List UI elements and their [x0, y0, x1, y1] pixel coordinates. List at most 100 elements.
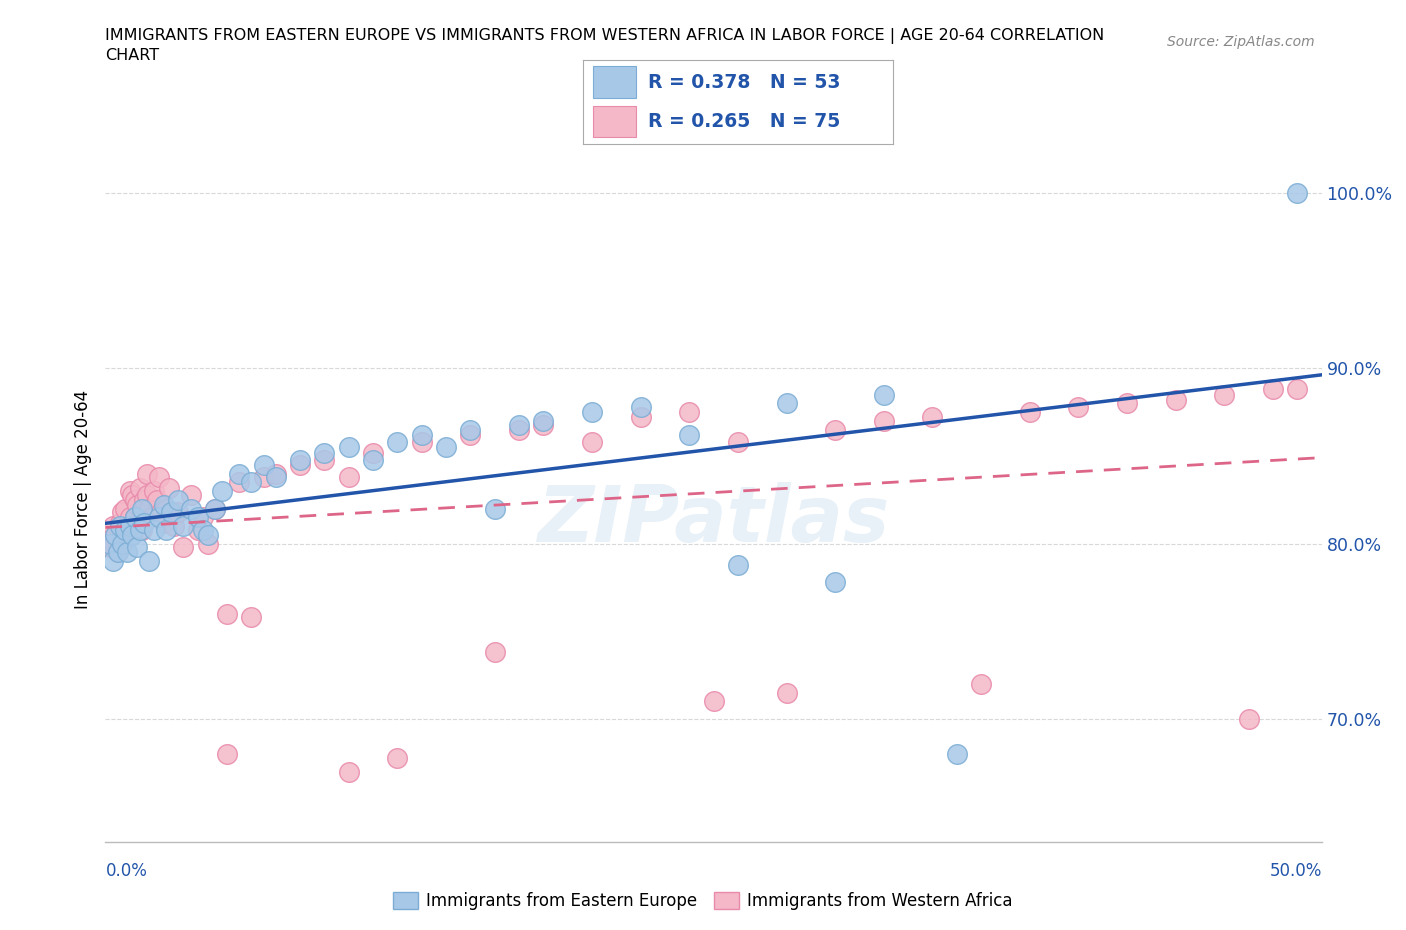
Point [118, 484, 141, 498]
Point [124, 510, 146, 525]
Point [775, 685, 797, 700]
Point [118, 510, 141, 525]
Point [101, 553, 124, 568]
Point [337, 470, 360, 485]
Point [508, 422, 530, 437]
Point [204, 501, 226, 516]
Point [678, 405, 700, 419]
Point [121, 527, 143, 542]
Point [153, 515, 176, 530]
Point [252, 458, 274, 472]
Point [155, 501, 177, 516]
Point [1213, 387, 1236, 402]
Text: CHART: CHART [105, 48, 159, 63]
Text: 50.0%: 50.0% [1270, 862, 1322, 880]
Point [921, 410, 943, 425]
Point [134, 493, 156, 508]
Point [114, 523, 136, 538]
Point [191, 523, 214, 538]
Point [117, 523, 139, 538]
Point [361, 445, 384, 460]
Point [187, 523, 209, 538]
Point [264, 470, 287, 485]
Point [150, 505, 173, 520]
Point [155, 523, 177, 538]
Text: R = 0.378   N = 53: R = 0.378 N = 53 [648, 73, 841, 92]
Point [288, 458, 311, 472]
Point [108, 515, 131, 530]
Text: ZIPatlas: ZIPatlas [537, 483, 890, 558]
Point [191, 510, 214, 525]
Point [217, 747, 239, 762]
Point [128, 480, 150, 495]
Point [211, 484, 233, 498]
Point [138, 553, 160, 568]
Point [180, 501, 202, 516]
Point [148, 510, 170, 525]
Point [873, 414, 896, 429]
Point [1237, 711, 1260, 726]
Point [108, 519, 131, 534]
Point [124, 493, 146, 508]
Point [135, 487, 157, 502]
Point [581, 405, 603, 419]
Point [702, 694, 725, 709]
Point [104, 527, 127, 542]
Point [197, 527, 219, 542]
Point [252, 470, 274, 485]
Point [111, 537, 134, 551]
Text: 0.0%: 0.0% [105, 862, 148, 880]
Point [117, 545, 139, 560]
Point [172, 519, 194, 534]
Point [204, 501, 226, 516]
Point [160, 505, 183, 520]
Point [128, 523, 150, 538]
Point [111, 537, 134, 551]
Point [125, 539, 148, 554]
Point [131, 505, 153, 520]
Point [111, 505, 134, 520]
Point [411, 428, 433, 443]
Point [630, 410, 652, 425]
Point [101, 519, 124, 534]
Point [157, 480, 180, 495]
Point [228, 475, 250, 490]
Text: R = 0.265   N = 75: R = 0.265 N = 75 [648, 112, 841, 131]
Point [125, 519, 148, 534]
Point [361, 452, 384, 467]
Point [98, 539, 121, 554]
Point [167, 505, 190, 520]
Point [288, 452, 311, 467]
Point [138, 501, 160, 516]
Point [387, 751, 409, 765]
Point [337, 440, 360, 455]
Point [1018, 405, 1040, 419]
Point [143, 523, 166, 538]
Point [107, 545, 129, 560]
Point [531, 417, 554, 432]
FancyBboxPatch shape [593, 106, 636, 138]
Point [727, 434, 749, 449]
Legend: Immigrants from Eastern Europe, Immigrants from Western Africa: Immigrants from Eastern Europe, Immigran… [387, 885, 1019, 917]
Y-axis label: In Labor Force | Age 20-64: In Labor Force | Age 20-64 [73, 391, 91, 609]
Point [458, 422, 481, 437]
Point [167, 493, 190, 508]
Point [131, 523, 153, 538]
Point [187, 510, 209, 525]
Point [970, 676, 993, 691]
Text: IMMIGRANTS FROM EASTERN EUROPE VS IMMIGRANTS FROM WESTERN AFRICA IN LABOR FORCE : IMMIGRANTS FROM EASTERN EUROPE VS IMMIGR… [105, 28, 1105, 44]
Point [581, 434, 603, 449]
Point [1286, 186, 1309, 201]
Point [124, 510, 146, 525]
Point [824, 575, 846, 590]
Point [143, 484, 166, 498]
Point [508, 417, 530, 432]
Point [131, 501, 153, 516]
Point [678, 428, 700, 443]
Point [114, 501, 136, 516]
Point [125, 498, 148, 512]
Point [531, 414, 554, 429]
Point [240, 610, 263, 625]
Point [118, 519, 141, 534]
Point [1116, 396, 1139, 411]
